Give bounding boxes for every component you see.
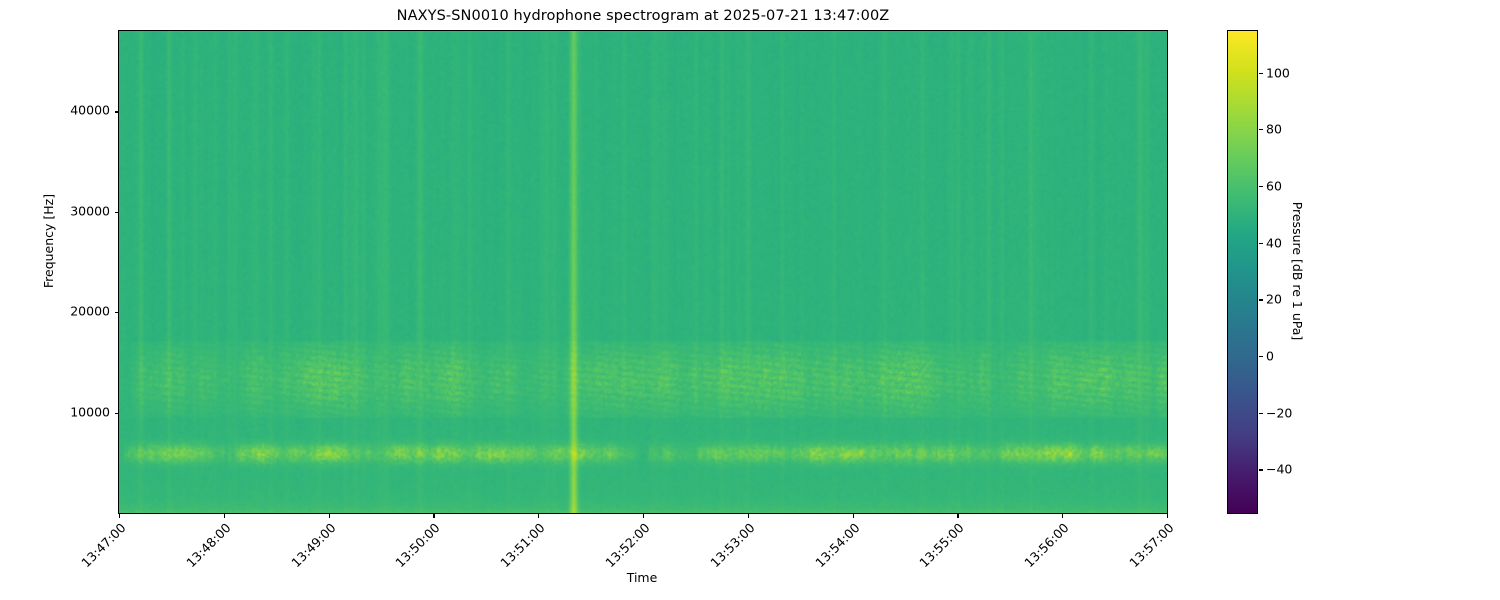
x-tick-mark: [852, 513, 854, 518]
x-tick-mark: [1167, 513, 1169, 518]
y-tick-mark: [114, 211, 119, 213]
y-tick-mark: [114, 111, 119, 113]
colorbar-tick-label: −40: [1266, 461, 1293, 477]
y-tick-label: 30000: [70, 203, 110, 219]
colorbar-tick-mark: [1258, 72, 1263, 74]
colorbar-tick-label: 20: [1266, 291, 1282, 307]
x-tick-mark: [433, 513, 435, 518]
x-axis-label: Time: [626, 570, 658, 585]
x-tick-label: 13:52:00: [602, 520, 653, 571]
x-tick-mark: [328, 513, 330, 518]
colorbar-tick-mark: [1258, 299, 1263, 301]
colorbar-tick-label: 0: [1266, 348, 1274, 364]
y-tick-label: 20000: [70, 303, 110, 319]
x-tick-label: 13:48:00: [183, 520, 234, 571]
x-tick-mark: [538, 513, 540, 518]
x-tick-label: 13:47:00: [78, 520, 129, 571]
colorbar-tick-label: 80: [1266, 121, 1282, 137]
y-tick-label: 10000: [70, 404, 110, 420]
y-tick-mark: [114, 412, 119, 414]
colorbar-tick-mark: [1258, 469, 1263, 471]
x-tick-label: 13:57:00: [1126, 520, 1177, 571]
colorbar[interactable]: [1227, 30, 1258, 514]
spectrogram-image: [119, 31, 1167, 513]
x-tick-mark: [223, 513, 225, 518]
colorbar-tick-label: 60: [1266, 178, 1282, 194]
x-tick-mark: [957, 513, 959, 518]
colorbar-tick-mark: [1258, 242, 1263, 244]
colorbar-tick-mark: [1258, 129, 1263, 131]
colorbar-tick-label: 100: [1266, 65, 1290, 81]
x-tick-label: 13:50:00: [392, 520, 443, 571]
colorbar-tick-mark: [1258, 412, 1263, 414]
x-tick-mark: [747, 513, 749, 518]
x-tick-mark: [1062, 513, 1064, 518]
x-tick-mark: [119, 513, 121, 518]
x-tick-label: 13:53:00: [707, 520, 758, 571]
colorbar-tick-label: 40: [1266, 235, 1282, 251]
x-tick-mark: [643, 513, 645, 518]
x-tick-label: 13:51:00: [497, 520, 548, 571]
x-tick-label: 13:54:00: [811, 520, 863, 571]
colorbar-tick-mark: [1258, 185, 1263, 188]
x-tick-label: 13:56:00: [1021, 520, 1072, 571]
colorbar-label: Pressure [dB re 1 uPa]: [1290, 201, 1305, 341]
y-tick-mark: [114, 312, 119, 314]
colorbar-tick-mark: [1258, 356, 1263, 358]
x-tick-label: 13:55:00: [916, 520, 967, 571]
colorbar-tick-label: −20: [1266, 405, 1293, 421]
x-tick-label: 13:49:00: [287, 520, 339, 571]
spectrogram-axes[interactable]: [114, 30, 1169, 518]
page-title: NAXYS-SN0010 hydrophone spectrogram at 2…: [396, 8, 890, 24]
y-axis-label: Frequency [Hz]: [41, 193, 56, 289]
y-tick-label: 40000: [70, 102, 110, 118]
